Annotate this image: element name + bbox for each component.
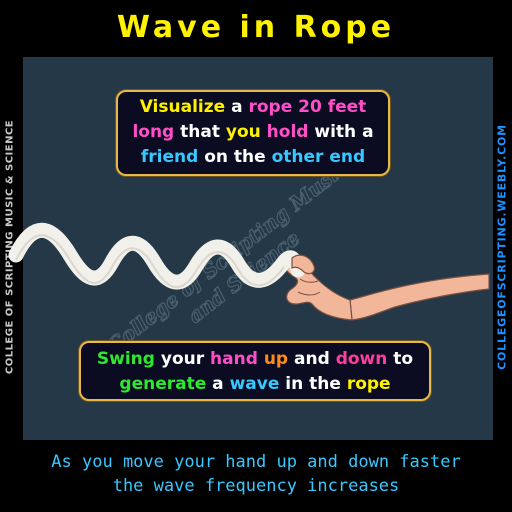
caption-segment: Swing	[96, 349, 155, 369]
bubble-top-line3: friend on the other end	[118, 145, 388, 170]
caption-segment: 20 feet	[292, 97, 367, 117]
caption-segment: you	[225, 122, 261, 142]
side-label-right-text: COLLEGEOFSCRIPTING.WEEBLY.COM	[495, 124, 509, 370]
caption-segment: friend	[140, 147, 199, 167]
caption-segment: hold	[260, 122, 309, 142]
caption-segment: Visualize	[139, 97, 226, 117]
caption-segment: in the	[279, 374, 347, 394]
title-bar: Wave in Rope	[64, 8, 448, 50]
bubble-bottom-line2: generate a wave in the rope	[81, 372, 429, 397]
caption-segment: to	[387, 349, 414, 369]
caption-bubble-top: Visualize a rope 20 feet long that you h…	[116, 90, 390, 176]
bubble-bottom-line1: Swing your hand up and down to	[81, 347, 429, 372]
caption-segment: a	[206, 374, 230, 394]
caption-segment: up	[257, 349, 289, 369]
side-label-right: COLLEGEOFSCRIPTING.WEEBLY.COM	[492, 57, 512, 437]
caption-segment: other end	[271, 147, 366, 167]
poster-title: Wave in Rope	[116, 10, 396, 45]
caption-segment: wave	[229, 374, 280, 394]
caption-segment: down	[335, 349, 388, 369]
caption-segment: and	[288, 349, 336, 369]
side-label-left-text: COLLEGE OF SCRIPTING MUSIC & SCIENCE	[4, 119, 16, 375]
caption-segment: hand	[210, 349, 258, 369]
side-label-left: COLLEGE OF SCRIPTING MUSIC & SCIENCE	[0, 57, 20, 437]
caption-bubble-bottom: Swing your hand up and down to generate …	[79, 341, 431, 401]
caption-segment: with a	[308, 122, 374, 142]
caption-segment: that	[174, 122, 226, 142]
bubble-top-line1: Visualize a rope 20 feet	[118, 95, 388, 120]
bubble-top-line2: long that you hold with a	[118, 120, 388, 145]
caption-segment: generate	[119, 374, 207, 394]
footer-caption: As you move your hand up and down faster…	[0, 440, 512, 512]
caption-segment: your	[154, 349, 211, 369]
footer-line1: As you move your hand up and down faster	[51, 452, 461, 472]
caption-segment: on the	[198, 147, 272, 167]
caption-segment: a	[225, 97, 249, 117]
footer-line2: the wave frequency increases	[112, 476, 400, 496]
caption-segment: long	[132, 122, 175, 142]
caption-segment: rope	[346, 374, 391, 394]
caption-segment: rope	[248, 97, 293, 117]
